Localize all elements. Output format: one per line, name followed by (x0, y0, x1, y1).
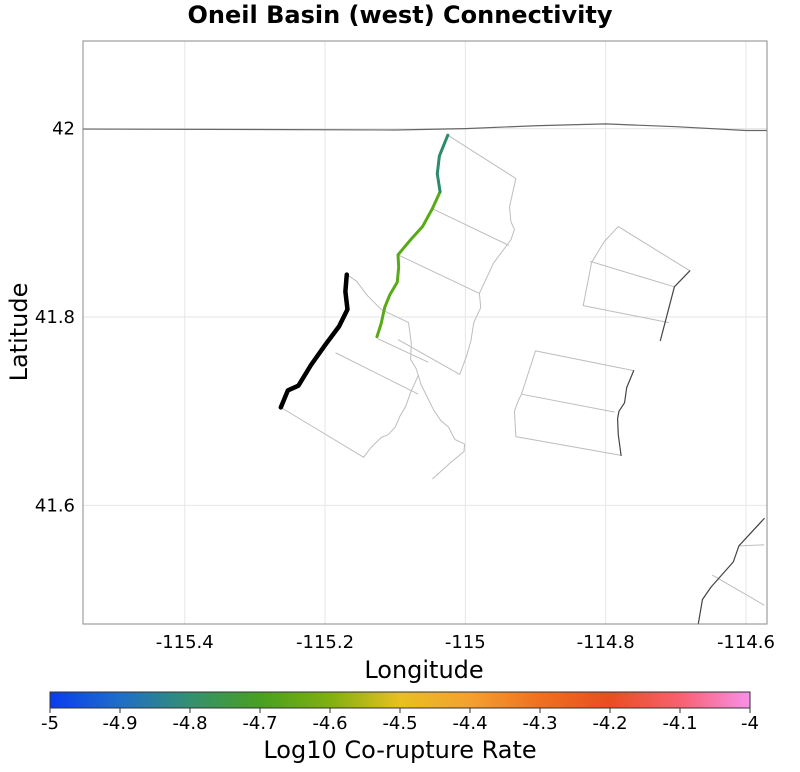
trace-ne-fault-trace-a (659, 270, 691, 342)
outline-strip-2 (397, 339, 460, 375)
y-axis-label: Latitude (5, 283, 33, 382)
y-tick-label-1: 41.8 (35, 307, 75, 328)
colorbar (49, 691, 751, 709)
outline-strip-3 (397, 254, 480, 294)
colorbar-label: Log10 Co-rupture Rate (263, 736, 536, 764)
colorbar-tick-label-7: -4.3 (522, 713, 557, 734)
colorbar-tick-label-0: -5 (41, 713, 59, 734)
trace-fault-trace-b (616, 370, 635, 457)
outline-ne-block-2 (590, 260, 675, 288)
outline-se-block-1 (738, 544, 765, 547)
y-tick-label-2: 42 (52, 119, 75, 140)
colorbar-tick-label-3: -4.7 (242, 713, 277, 734)
outline-strip-8 (335, 352, 419, 395)
colorbar-tick-label-4: -4.6 (312, 713, 347, 734)
outline-strip-5 (346, 274, 465, 445)
plot-frame (82, 40, 768, 625)
outline-strip-9 (280, 375, 419, 458)
x-tick-label-2: -115 (445, 632, 486, 653)
colorbar-tick-label-9: -4.1 (662, 713, 697, 734)
trace-se-fault-trace (697, 517, 765, 625)
outline-ne-block-1 (582, 226, 691, 324)
fault-outlines (280, 134, 765, 606)
trace-state-border (82, 123, 768, 132)
y-axis-ticks: 41.6 41.8 42 (35, 119, 75, 517)
outline-mid-block-2 (521, 393, 615, 413)
outline-strip-4 (432, 208, 510, 246)
outline-strip-1 (447, 134, 517, 375)
fault-traces (82, 123, 768, 625)
colorbar-tick-label-10: -4 (741, 713, 759, 734)
outline-mid-block-1 (513, 350, 634, 456)
chart-title: Oneil Basin (west) Connectivity (188, 1, 613, 29)
colorbar-tick-label-6: -4.4 (452, 713, 487, 734)
gridlines (83, 41, 767, 624)
colorbar-tick-label-2: -4.8 (172, 713, 207, 734)
x-tick-label-3: -114.8 (577, 632, 635, 653)
colorbar-tick-label-1: -4.9 (102, 713, 137, 734)
x-tick-label-0: -115.4 (156, 632, 214, 653)
x-tick-label-1: -115.2 (296, 632, 354, 653)
outline-strip-6 (432, 444, 466, 480)
trace-connected-fault-upper (435, 133, 450, 194)
outline-se-block-2 (712, 574, 765, 606)
y-tick-label-0: 41.6 (35, 495, 75, 516)
colorbar-tick-label-8: -4.2 (592, 713, 627, 734)
outline-strip-7 (377, 338, 429, 363)
x-axis-label: Longitude (364, 656, 483, 684)
x-tick-label-4: -114.6 (717, 632, 775, 653)
trace-connected-fault-lower (375, 190, 442, 339)
colorbar-tick-label-5: -4.5 (382, 713, 417, 734)
colorbar-ticks: -5 -4.9 -4.8 -4.7 -4.6 -4.5 -4.4 -4.3 -4.2 -4.1 -4 (41, 708, 759, 734)
trace-oneil-basin-west (278, 272, 350, 410)
x-axis-ticks: -115.4 -115.2 -115 -114.8 -114.6 (156, 632, 775, 653)
